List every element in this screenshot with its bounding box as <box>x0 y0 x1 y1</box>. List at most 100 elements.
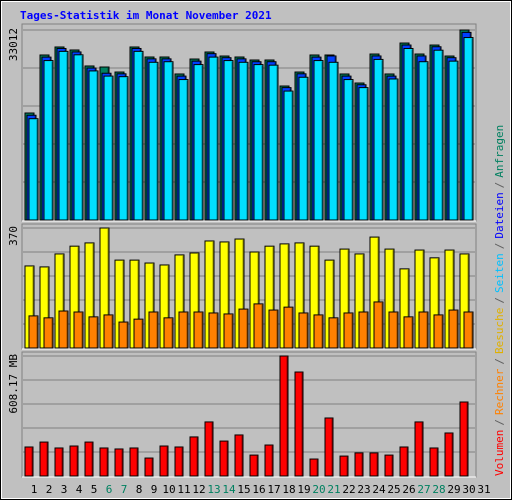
bar-body <box>433 49 444 221</box>
bar-body <box>208 312 219 349</box>
x-tick-label: 18 <box>282 483 295 496</box>
x-tick-label: 20 <box>312 483 325 496</box>
bar <box>249 454 259 477</box>
bar <box>99 447 109 477</box>
bar-body <box>328 61 339 221</box>
bar <box>174 446 184 477</box>
bar <box>238 61 249 221</box>
bar <box>69 445 79 477</box>
x-tick-label: 9 <box>151 483 158 496</box>
bar <box>163 317 174 349</box>
bar <box>88 316 99 349</box>
legend-entry: Anfragen <box>493 125 506 178</box>
bar-body <box>298 76 309 221</box>
bar-body <box>373 301 384 349</box>
bar <box>238 308 249 349</box>
bar <box>313 314 324 349</box>
bar <box>268 64 279 221</box>
bar <box>189 436 199 477</box>
bar <box>414 421 424 477</box>
bar <box>223 313 234 349</box>
bar <box>43 60 54 221</box>
bar-body <box>118 321 129 349</box>
bar-body <box>223 60 234 221</box>
bar <box>58 50 69 221</box>
bar-body <box>253 303 264 349</box>
bar-body <box>69 445 79 477</box>
bar-body <box>343 79 354 221</box>
bar-body <box>159 445 169 477</box>
bar <box>373 58 384 221</box>
bar <box>463 311 474 349</box>
bar-body <box>54 447 64 477</box>
bar-body <box>223 313 234 349</box>
bar <box>399 446 409 477</box>
x-tick-label: 27 <box>417 483 430 496</box>
bar-body <box>103 75 114 221</box>
bar <box>24 446 34 477</box>
bar-body <box>268 64 279 221</box>
bar-body <box>58 310 69 349</box>
bar-body <box>148 61 159 221</box>
bar-body <box>403 316 414 349</box>
bar <box>208 312 219 349</box>
x-tick-label: 13 <box>207 483 220 496</box>
bar <box>388 78 399 221</box>
bar-body <box>208 56 219 221</box>
bar-body <box>268 309 279 349</box>
bar <box>129 447 139 477</box>
bar-body <box>448 309 459 349</box>
bar-body <box>84 441 94 477</box>
bar-body <box>43 60 54 221</box>
bar <box>103 314 114 349</box>
bar <box>463 37 474 221</box>
bar <box>144 457 154 477</box>
legend-entry: Seiten <box>493 253 506 293</box>
x-tick-label: 12 <box>192 483 205 496</box>
bar-body <box>88 316 99 349</box>
bar-body <box>133 318 144 349</box>
bar <box>133 50 144 221</box>
bar <box>279 355 289 477</box>
x-tick-label: 23 <box>357 483 370 496</box>
bar-body <box>163 317 174 349</box>
bar <box>403 316 414 349</box>
bar <box>193 311 204 349</box>
bar <box>418 311 429 349</box>
bar-body <box>249 454 259 477</box>
bar-body <box>144 457 154 477</box>
bar <box>159 445 169 477</box>
bar-body <box>189 436 199 477</box>
x-tick-label: 17 <box>267 483 280 496</box>
bar <box>39 441 49 477</box>
bar-body <box>418 311 429 349</box>
bar-body <box>429 447 439 477</box>
legend-entry: Dateien <box>493 192 506 238</box>
bar <box>73 311 84 349</box>
bar <box>358 87 369 221</box>
bar <box>433 49 444 221</box>
bar <box>448 309 459 349</box>
bar <box>268 309 279 349</box>
bar-body <box>204 421 214 477</box>
x-tick-label: 16 <box>252 483 265 496</box>
bar <box>163 61 174 221</box>
bar-body <box>388 78 399 221</box>
bar-body <box>384 454 394 477</box>
bar-body <box>193 64 204 221</box>
bar-body <box>313 314 324 349</box>
bar-body <box>414 421 424 477</box>
legend-entry: Volumen <box>493 430 506 476</box>
bar-body <box>174 446 184 477</box>
bar <box>234 434 244 477</box>
bar-body <box>99 447 109 477</box>
bar-body <box>133 50 144 221</box>
bar-body <box>388 311 399 349</box>
bar <box>114 448 124 477</box>
bar <box>339 455 349 477</box>
bar-body <box>28 315 39 349</box>
bar-body <box>313 60 324 221</box>
bar <box>178 79 189 221</box>
y-tick-label: 33012 <box>7 28 20 61</box>
